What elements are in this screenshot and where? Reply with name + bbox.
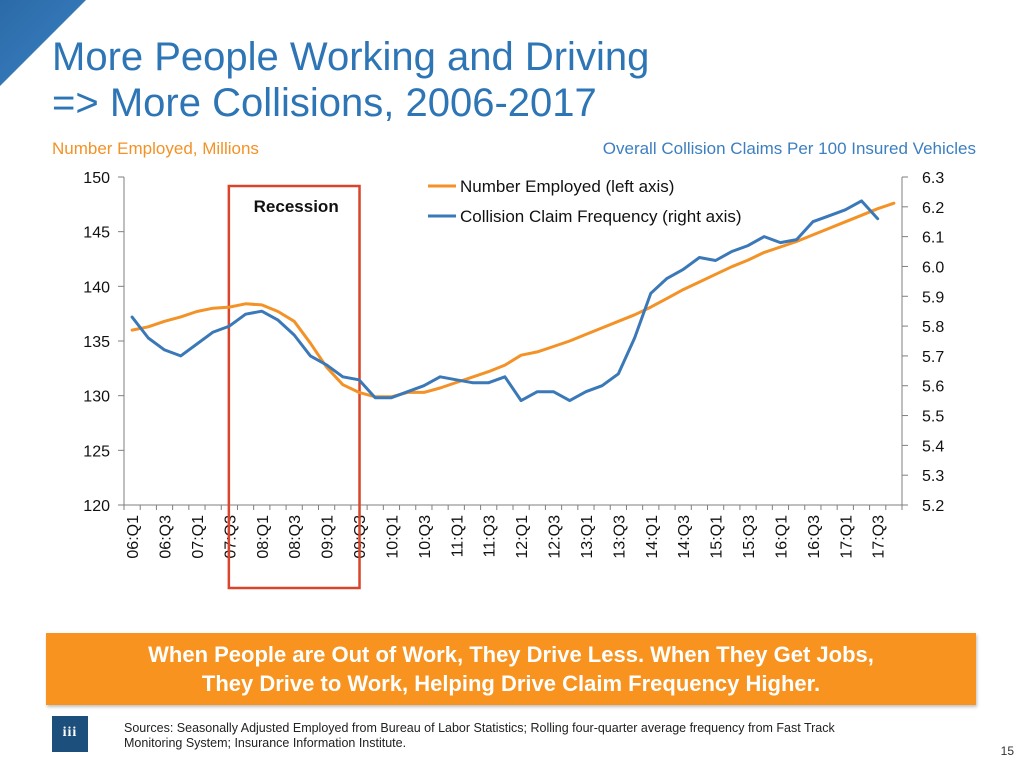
right-tick-label: 5.7 [922, 349, 944, 366]
legend-label-employed: Number Employed (left axis) [460, 177, 674, 196]
right-tick-label: 5.5 [922, 409, 944, 426]
x-tick-label: 17:Q1 [838, 515, 855, 559]
x-tick-label: 13:Q3 [611, 515, 628, 559]
chart: 120 125 130 135 140 145 150 5.2 5.3 5.4 5.5 5.6 5.7 5… [83, 170, 944, 590]
x-tick-label: 12:Q3 [547, 515, 564, 559]
sources-note: Sources: Seasonally Adjusted Employed fr… [124, 721, 964, 751]
left-tick-label: 125 [83, 443, 110, 460]
x-tick-label: 08:Q1 [255, 515, 272, 559]
right-tick-label: 6.3 [922, 170, 944, 187]
x-tick-label: 13:Q1 [579, 515, 596, 559]
x-tick-label: 08:Q3 [287, 515, 304, 559]
left-tick-label: 130 [83, 389, 110, 406]
x-tick-label: 17:Q3 [871, 515, 888, 559]
x-tick-label: 15:Q3 [741, 515, 758, 559]
x-tick-label: 14:Q3 [676, 515, 693, 559]
x-tick-label: 10:Q1 [384, 515, 401, 559]
right-tick-label: 5.3 [922, 468, 944, 485]
right-tick-label: 6.2 [922, 200, 944, 217]
right-tick-label: 5.4 [922, 438, 944, 455]
takeaway-banner: When People are Out of Work, They Drive … [46, 633, 976, 705]
left-tick-label: 145 [83, 225, 110, 242]
right-tick-label: 5.8 [922, 319, 944, 336]
page-number: 15 [1000, 744, 1014, 758]
x-tick-label: 07:Q3 [222, 515, 239, 559]
banner-line-1: When People are Out of Work, They Drive … [148, 642, 874, 667]
left-tick-label: 150 [83, 170, 110, 187]
iii-logo: iii [52, 716, 88, 752]
left-tick-label: 140 [83, 279, 110, 296]
right-tick-label: 5.2 [922, 498, 944, 515]
x-tick-label: 11:Q3 [482, 515, 499, 558]
recession-box [227, 184, 361, 590]
right-tick-label: 6.1 [922, 230, 944, 247]
title-line-1: More People Working and Driving [52, 35, 650, 79]
x-tick-label: 06:Q3 [158, 515, 175, 559]
left-tick-label: 135 [83, 334, 110, 351]
x-tick-label: 16:Q1 [773, 515, 790, 559]
x-tick-label: 12:Q1 [514, 515, 531, 559]
right-tick-label: 5.9 [922, 289, 944, 306]
logo-text: iii [62, 725, 78, 740]
x-tick-label: 15:Q1 [709, 515, 726, 559]
right-tick-label: 5.6 [922, 379, 944, 396]
x-tick-label: 06:Q1 [125, 515, 142, 559]
x-tick-label: 16:Q3 [806, 515, 823, 559]
right-tick-label: 6.0 [922, 259, 944, 276]
sources-line-1: Sources: Seasonally Adjusted Employed fr… [124, 721, 835, 735]
right-axis-caption: Overall Collision Claims Per 100 Insured… [602, 139, 976, 158]
x-tick-label: 09:Q1 [320, 515, 337, 559]
frequency-line [130, 199, 880, 403]
sources-line-2: Monitoring System; Insurance Information… [124, 736, 407, 750]
employed-line [130, 201, 896, 399]
title-line-2: => More Collisions, 2006-2017 [52, 81, 597, 125]
banner-line-2: They Drive to Work, Helping Drive Claim … [201, 671, 821, 696]
x-tick-label: 11:Q1 [449, 515, 466, 558]
left-axis-caption: Number Employed, Millions [52, 139, 259, 158]
recession-label: Recession [254, 197, 339, 216]
x-tick-label: 07:Q1 [190, 515, 207, 559]
left-tick-label: 120 [83, 498, 110, 515]
page-title: More People Working and Driving => More … [52, 34, 649, 126]
legend-label-frequency: Collision Claim Frequency (right axis) [460, 207, 742, 226]
x-tick-label: 10:Q3 [417, 515, 434, 559]
x-tick-label: 14:Q1 [644, 515, 661, 559]
